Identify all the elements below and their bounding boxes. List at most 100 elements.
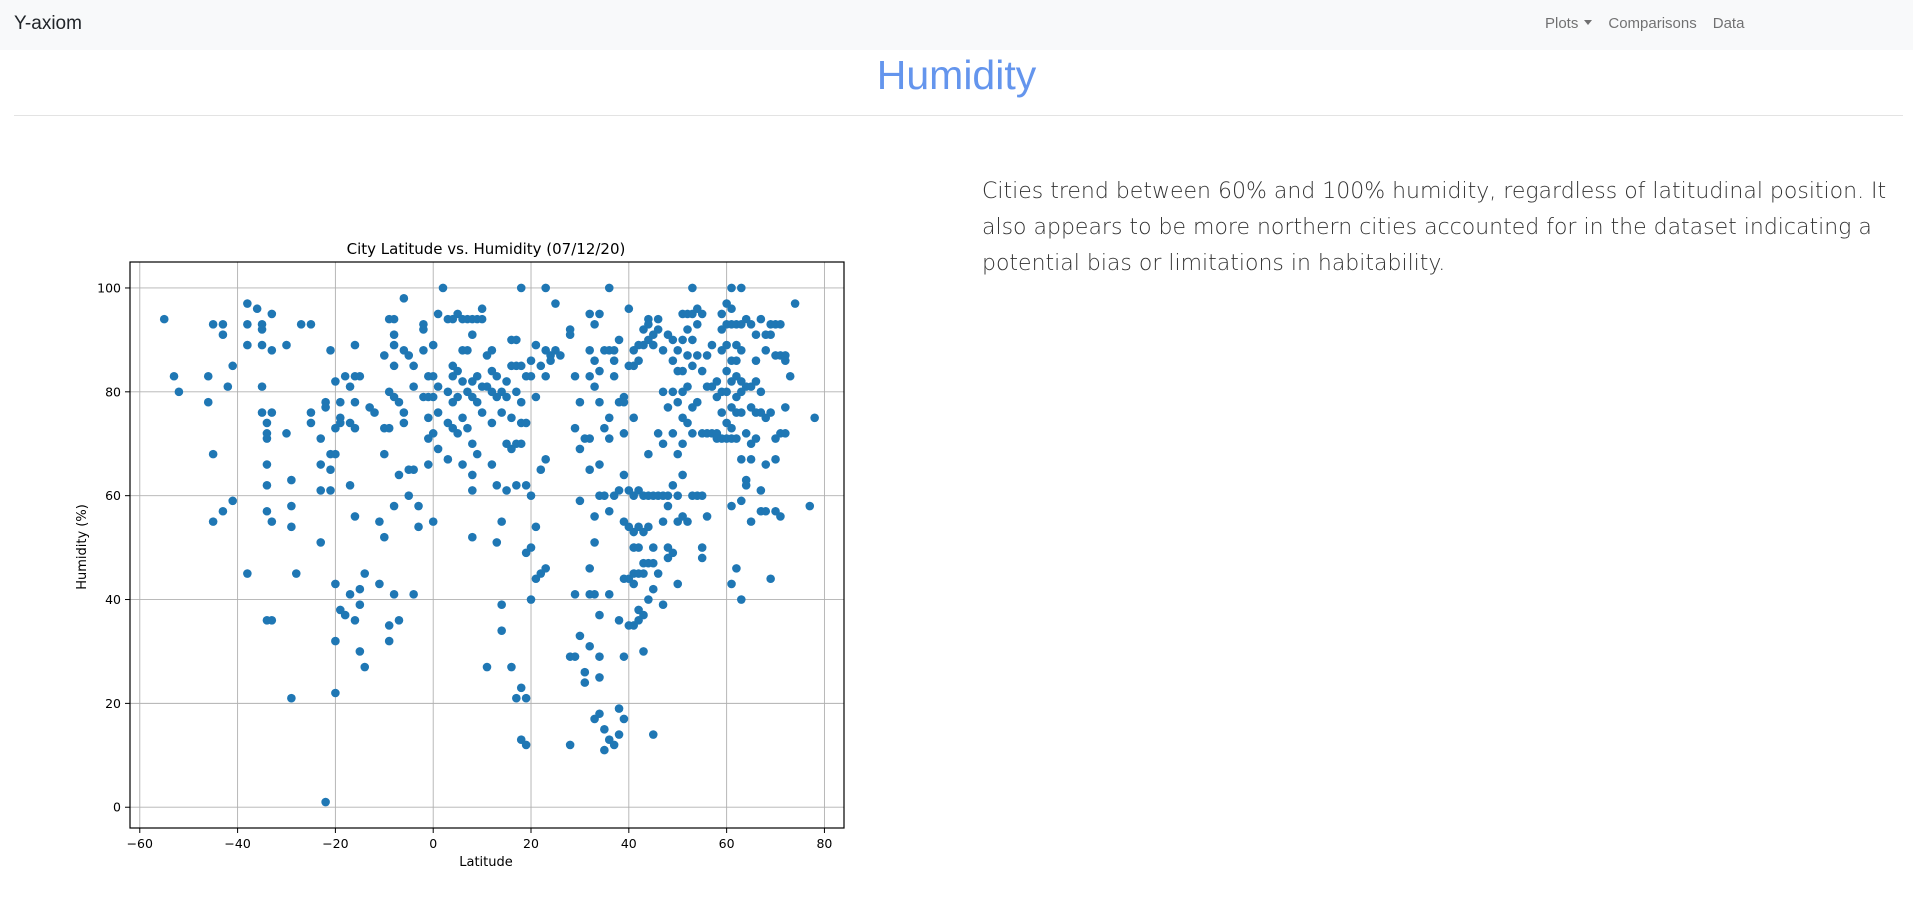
data-point bbox=[678, 335, 687, 345]
data-point bbox=[575, 496, 585, 506]
data-point bbox=[218, 330, 228, 339]
data-point bbox=[350, 512, 360, 521]
data-point bbox=[746, 320, 756, 329]
data-point bbox=[262, 460, 272, 469]
data-point bbox=[590, 590, 599, 599]
data-point bbox=[321, 403, 330, 412]
data-point bbox=[600, 745, 609, 755]
data-point bbox=[159, 314, 169, 324]
data-point bbox=[756, 387, 766, 397]
data-point bbox=[360, 569, 370, 578]
data-point bbox=[443, 455, 453, 464]
data-point bbox=[668, 548, 678, 558]
data-point bbox=[600, 423, 609, 433]
data-point bbox=[409, 590, 418, 599]
data-point bbox=[590, 382, 599, 391]
data-point bbox=[267, 309, 277, 319]
data-point bbox=[306, 320, 316, 329]
data-point bbox=[565, 740, 575, 750]
data-point bbox=[585, 371, 594, 381]
data-point bbox=[702, 512, 712, 521]
data-point bbox=[399, 408, 409, 417]
data-point bbox=[316, 460, 326, 469]
data-point bbox=[350, 615, 360, 625]
data-point bbox=[526, 356, 536, 365]
data-point bbox=[345, 382, 355, 391]
data-point bbox=[585, 434, 594, 443]
data-point bbox=[619, 470, 629, 480]
data-point bbox=[727, 501, 736, 511]
data-point bbox=[541, 371, 550, 381]
data-point bbox=[653, 569, 663, 578]
data-point bbox=[350, 340, 360, 350]
data-point bbox=[595, 366, 604, 376]
description-text: Cities trend between 60% and 100% humidi… bbox=[982, 179, 1887, 276]
x-tick-label: 60 bbox=[719, 836, 735, 851]
data-point bbox=[619, 714, 629, 724]
data-point bbox=[521, 480, 531, 490]
data-point bbox=[414, 501, 423, 511]
data-point bbox=[404, 351, 414, 360]
data-point bbox=[697, 553, 707, 563]
data-point bbox=[766, 408, 775, 417]
data-point bbox=[497, 517, 506, 526]
data-point bbox=[203, 397, 213, 407]
data-point bbox=[370, 408, 379, 417]
data-point bbox=[541, 564, 550, 573]
data-point bbox=[658, 517, 668, 526]
data-point bbox=[732, 564, 741, 573]
data-point bbox=[282, 340, 291, 350]
data-point bbox=[688, 335, 697, 345]
data-point bbox=[751, 377, 761, 386]
data-point bbox=[487, 345, 497, 355]
data-point bbox=[409, 382, 418, 391]
data-point bbox=[399, 418, 409, 428]
brand-link[interactable]: Y-axiom bbox=[14, 13, 82, 34]
data-point bbox=[262, 418, 272, 428]
data-point bbox=[243, 320, 252, 329]
data-point bbox=[668, 356, 678, 365]
data-point bbox=[267, 408, 277, 417]
data-point bbox=[433, 408, 443, 417]
data-point bbox=[394, 615, 404, 625]
data-point bbox=[472, 397, 482, 407]
nav-comparisons-link[interactable]: Comparisons bbox=[1608, 15, 1697, 32]
data-point bbox=[595, 673, 604, 682]
data-point bbox=[751, 330, 761, 339]
data-point bbox=[428, 429, 438, 438]
data-point bbox=[287, 693, 296, 703]
data-point bbox=[663, 491, 673, 500]
data-point bbox=[380, 449, 389, 459]
data-point bbox=[487, 418, 497, 428]
data-point bbox=[541, 283, 550, 293]
data-point bbox=[399, 294, 409, 303]
data-point bbox=[741, 480, 751, 490]
data-point bbox=[384, 423, 394, 433]
data-point bbox=[541, 455, 550, 464]
data-point bbox=[428, 392, 438, 402]
data-point bbox=[683, 418, 692, 428]
nav-plots-dropdown[interactable]: Plots bbox=[1545, 15, 1593, 32]
x-axis-label: Latitude bbox=[459, 855, 513, 870]
data-point bbox=[512, 480, 521, 490]
x-tick-label: −20 bbox=[322, 836, 348, 851]
caret-down-icon bbox=[1584, 20, 1593, 25]
data-point bbox=[614, 335, 624, 345]
data-point bbox=[683, 351, 692, 360]
y-tick-label: 20 bbox=[105, 696, 121, 711]
data-point bbox=[306, 408, 316, 417]
data-point bbox=[751, 434, 761, 443]
data-point bbox=[570, 371, 580, 381]
data-point bbox=[531, 392, 541, 402]
data-point bbox=[609, 371, 619, 381]
scatter-plot: City Latitude vs. Humidity (07/12/20) −6… bbox=[75, 240, 845, 870]
data-point bbox=[208, 517, 218, 526]
data-point bbox=[722, 387, 731, 397]
nav-data-link[interactable]: Data bbox=[1712, 15, 1745, 32]
data-point bbox=[516, 683, 526, 693]
data-point bbox=[428, 517, 438, 526]
data-point bbox=[595, 610, 604, 620]
data-point bbox=[282, 429, 291, 438]
data-point bbox=[169, 371, 179, 381]
data-point bbox=[262, 506, 272, 516]
